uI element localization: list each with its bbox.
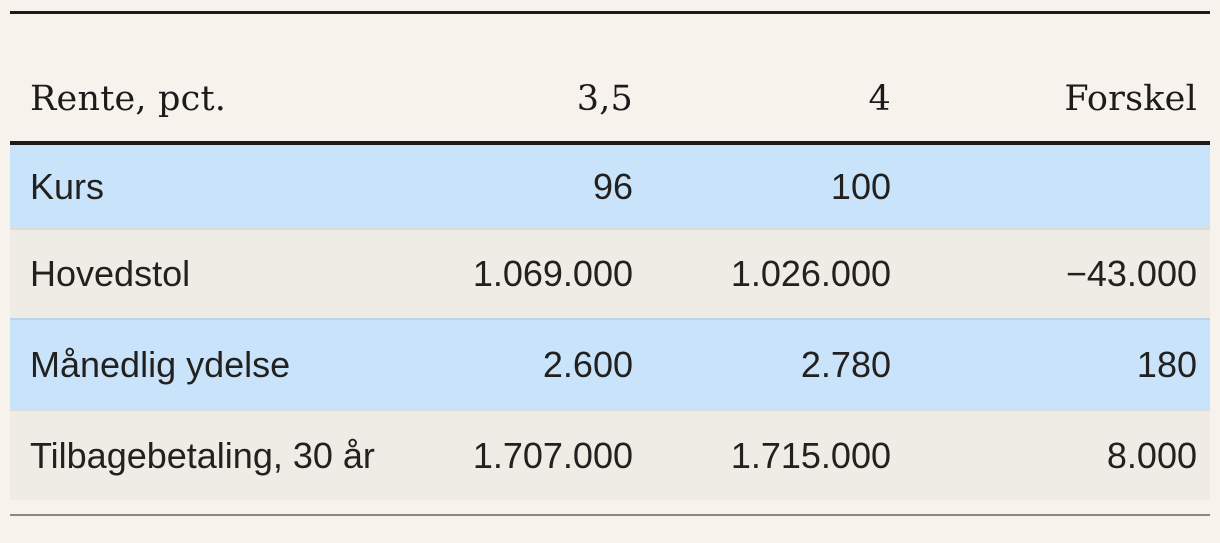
table-bottom-rule [10, 514, 1210, 516]
column-header-rate-3-5: 3,5 [576, 79, 633, 119]
row-label: Kurs [30, 165, 105, 207]
rate-comparison-table: Rente, pct. 3,5 4 Forskel Kurs 96 100 Ho… [10, 11, 1210, 516]
cell-hovedstol-diff: −43.000 [1065, 253, 1197, 294]
table-row-tilbagebetaling: Tilbagebetaling, 30 år 1.707.000 1.715.0… [10, 409, 1210, 500]
cell-kurs-rate35: 96 [592, 165, 633, 207]
table-row-hovedstol: Hovedstol 1.069.000 1.026.000 −43.000 [10, 228, 1210, 318]
row-label: Månedlig ydelse [30, 343, 291, 385]
column-header-forskel: Forskel [1064, 79, 1197, 119]
cell-tilbagebetaling-rate35: 1.707.000 [472, 434, 633, 476]
cell-ydelse-rate35: 2.600 [542, 343, 633, 385]
table-row-maanedlig-ydelse: Månedlig ydelse 2.600 2.780 180 [10, 318, 1210, 409]
table-row-kurs: Kurs 96 100 [10, 145, 1210, 228]
cell-ydelse-rate4: 2.780 [800, 343, 891, 385]
cell-tilbagebetaling-rate4: 1.715.000 [730, 434, 891, 476]
table-body: Kurs 96 100 Hovedstol 1.069.000 1.026.00… [10, 145, 1210, 500]
cell-hovedstol-rate4: 1.026.000 [730, 253, 891, 294]
column-header-rate-4: 4 [868, 79, 891, 119]
cell-ydelse-diff: 180 [1136, 343, 1197, 385]
row-label: Tilbagebetaling, 30 år [30, 434, 375, 476]
row-label: Hovedstol [30, 253, 191, 294]
cell-tilbagebetaling-diff: 8.000 [1106, 434, 1197, 476]
cell-kurs-rate4: 100 [830, 165, 891, 207]
cell-hovedstol-rate35: 1.069.000 [472, 253, 633, 294]
header-label-rente-pct: Rente, pct. [30, 79, 227, 119]
table-header-row: Rente, pct. 3,5 4 Forskel [10, 14, 1210, 145]
